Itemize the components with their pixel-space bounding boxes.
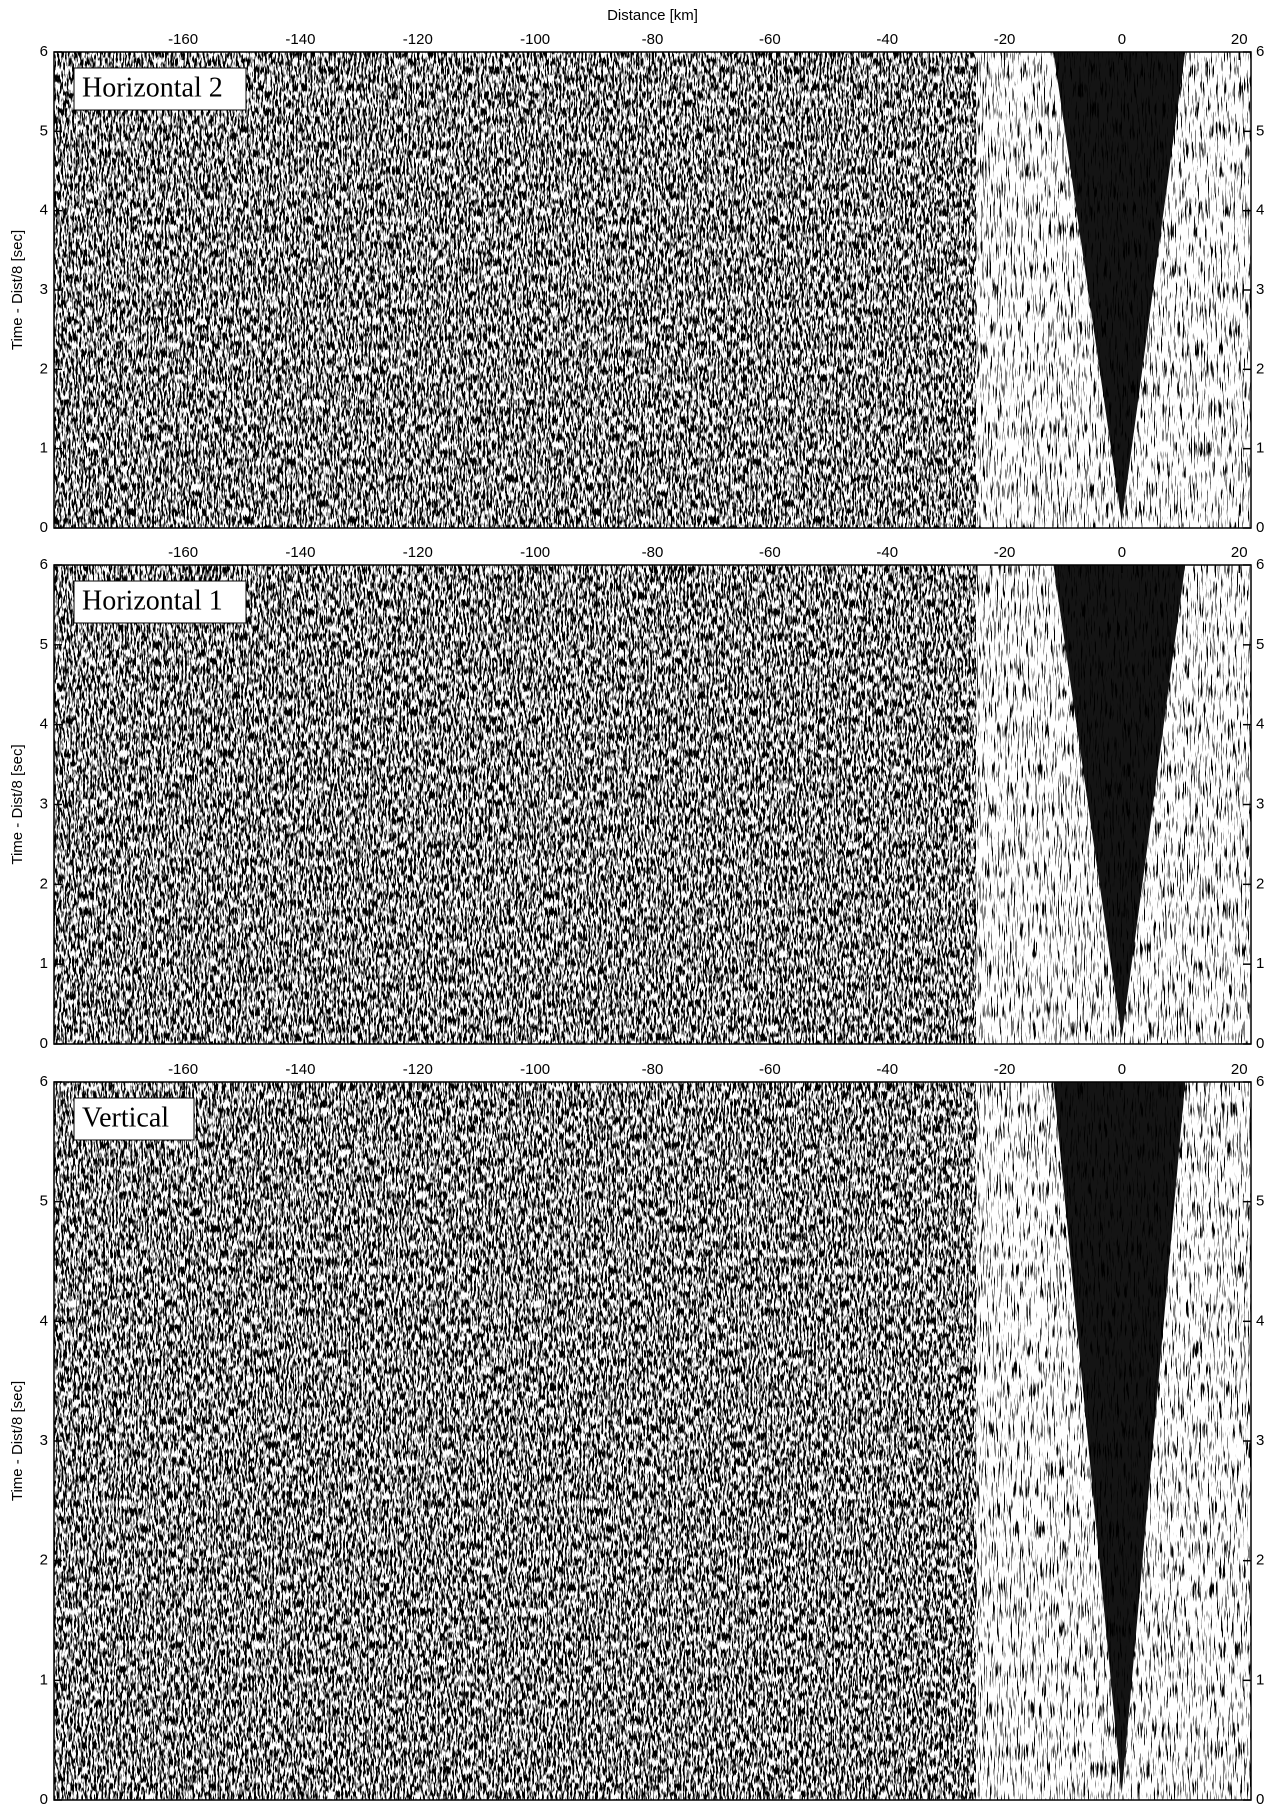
x-tick-label: -160 bbox=[168, 1061, 198, 1078]
y-tick-label: 5 bbox=[40, 122, 48, 139]
y-tick-label-right: 2 bbox=[1256, 1552, 1264, 1569]
record-section: Horizontal 1 -160 -140 -120 -100 -80 -60 -40 -20… bbox=[9, 544, 1264, 1052]
y-tick-label-right: 0 bbox=[1256, 519, 1264, 536]
y-tick-label: 4 bbox=[40, 1312, 48, 1329]
x-tick-label: -20 bbox=[994, 31, 1016, 48]
noise-dense bbox=[54, 1082, 976, 1800]
first-arrival-wedge bbox=[1053, 1082, 1186, 1794]
y-tick-label-right: 3 bbox=[1256, 281, 1264, 298]
x-tick-label: -100 bbox=[520, 1061, 550, 1078]
panel-label: Horizontal 2 bbox=[82, 72, 223, 103]
y-tick-label: 0 bbox=[40, 519, 48, 536]
panel-label: Horizontal 1 bbox=[82, 585, 223, 616]
panel-label-box bbox=[73, 580, 247, 624]
y-tick-label-right: 2 bbox=[1256, 360, 1264, 377]
y-tick-label: 2 bbox=[40, 360, 48, 377]
y-tick-label: 2 bbox=[40, 1552, 48, 1569]
x-tick-label: -60 bbox=[759, 31, 781, 48]
x-tick-label: -40 bbox=[876, 1061, 898, 1078]
x-tick-label: -160 bbox=[168, 544, 198, 561]
y-tick-label-right: 5 bbox=[1256, 636, 1264, 653]
x-tick-label: 0 bbox=[1118, 1061, 1126, 1078]
y-tick-label-right: 1 bbox=[1256, 955, 1264, 972]
x-tick-label: 20 bbox=[1231, 1061, 1248, 1078]
first-arrival-wedge bbox=[1053, 52, 1186, 522]
x-tick-label: -140 bbox=[285, 1061, 315, 1078]
y-tick-label-right: 1 bbox=[1256, 1671, 1264, 1688]
y-tick-label-right: 4 bbox=[1256, 202, 1264, 219]
x-tick-label: -140 bbox=[285, 544, 315, 561]
y-tick-label-right: 4 bbox=[1256, 716, 1264, 733]
y-tick-label: 3 bbox=[40, 281, 48, 298]
x-axis-label: Distance [km] bbox=[607, 7, 698, 24]
x-tick-label: -120 bbox=[403, 31, 433, 48]
noise-dense bbox=[54, 52, 976, 528]
y-tick-label-right: 4 bbox=[1256, 1312, 1264, 1329]
panel-label: Vertical bbox=[82, 1102, 169, 1133]
y-tick-label-right: 5 bbox=[1256, 122, 1264, 139]
x-tick-label: -80 bbox=[642, 1061, 664, 1078]
y-tick-label: 6 bbox=[40, 1073, 48, 1090]
y-tick-label: 4 bbox=[40, 202, 48, 219]
x-tick-label: 20 bbox=[1231, 544, 1248, 561]
y-tick-label-right: 0 bbox=[1256, 1035, 1264, 1052]
noise-dense bbox=[54, 565, 976, 1044]
first-arrival-wedge bbox=[1053, 565, 1186, 1038]
y-tick-label-right: 5 bbox=[1256, 1193, 1264, 1210]
x-tick-label: -140 bbox=[285, 31, 315, 48]
y-tick-label-right: 6 bbox=[1256, 556, 1264, 573]
x-tick-label: -100 bbox=[520, 31, 550, 48]
x-tick-label: -80 bbox=[642, 544, 664, 561]
y-tick-label: 5 bbox=[40, 636, 48, 653]
x-tick-label: 0 bbox=[1118, 31, 1126, 48]
x-tick-label: -120 bbox=[403, 544, 433, 561]
x-tick-label: -120 bbox=[403, 1061, 433, 1078]
x-tick-label: -60 bbox=[759, 1061, 781, 1078]
y-tick-label: 5 bbox=[40, 1193, 48, 1210]
x-tick-label: -20 bbox=[994, 544, 1016, 561]
record-section: Horizontal 2 -160 -140 -120 -100 -80 -60 -40 -20… bbox=[9, 7, 1264, 536]
x-tick-label: -100 bbox=[520, 544, 550, 561]
x-tick-label: -80 bbox=[642, 31, 664, 48]
y-axis-label: Time - Dist/8 [sec] bbox=[9, 1381, 26, 1501]
x-tick-label: -160 bbox=[168, 31, 198, 48]
y-tick-label: 1 bbox=[40, 955, 48, 972]
y-axis-label: Time - Dist/8 [sec] bbox=[9, 744, 26, 864]
y-tick-label-right: 6 bbox=[1256, 43, 1264, 60]
y-tick-label: 3 bbox=[40, 1432, 48, 1449]
y-tick-label-right: 6 bbox=[1256, 1073, 1264, 1090]
x-tick-label: 20 bbox=[1231, 31, 1248, 48]
y-axis-label: Time - Dist/8 [sec] bbox=[9, 230, 26, 350]
y-tick-label: 6 bbox=[40, 43, 48, 60]
x-tick-label: 0 bbox=[1118, 544, 1126, 561]
record-section: Vertical-160 -140 -120 -100 -80 -60 -40 -20 0 200… bbox=[9, 1061, 1264, 1805]
y-tick-label-right: 2 bbox=[1256, 875, 1264, 892]
y-tick-label: 3 bbox=[40, 795, 48, 812]
x-tick-label: -20 bbox=[994, 1061, 1016, 1078]
y-tick-label-right: 3 bbox=[1256, 1432, 1264, 1449]
x-tick-label: -60 bbox=[759, 544, 781, 561]
y-tick-label-right: 0 bbox=[1256, 1791, 1264, 1805]
y-tick-label-right: 3 bbox=[1256, 795, 1264, 812]
y-tick-label: 4 bbox=[40, 716, 48, 733]
y-tick-label: 0 bbox=[40, 1035, 48, 1052]
y-tick-label: 1 bbox=[40, 440, 48, 457]
x-tick-label: -40 bbox=[876, 31, 898, 48]
y-tick-label: 1 bbox=[40, 1671, 48, 1688]
y-tick-label: 2 bbox=[40, 875, 48, 892]
y-tick-label-right: 1 bbox=[1256, 440, 1264, 457]
panel-label-box bbox=[73, 67, 247, 111]
y-tick-label: 0 bbox=[40, 1791, 48, 1805]
x-tick-label: -40 bbox=[876, 544, 898, 561]
y-tick-label: 6 bbox=[40, 556, 48, 573]
panel-label-box bbox=[73, 1097, 195, 1141]
